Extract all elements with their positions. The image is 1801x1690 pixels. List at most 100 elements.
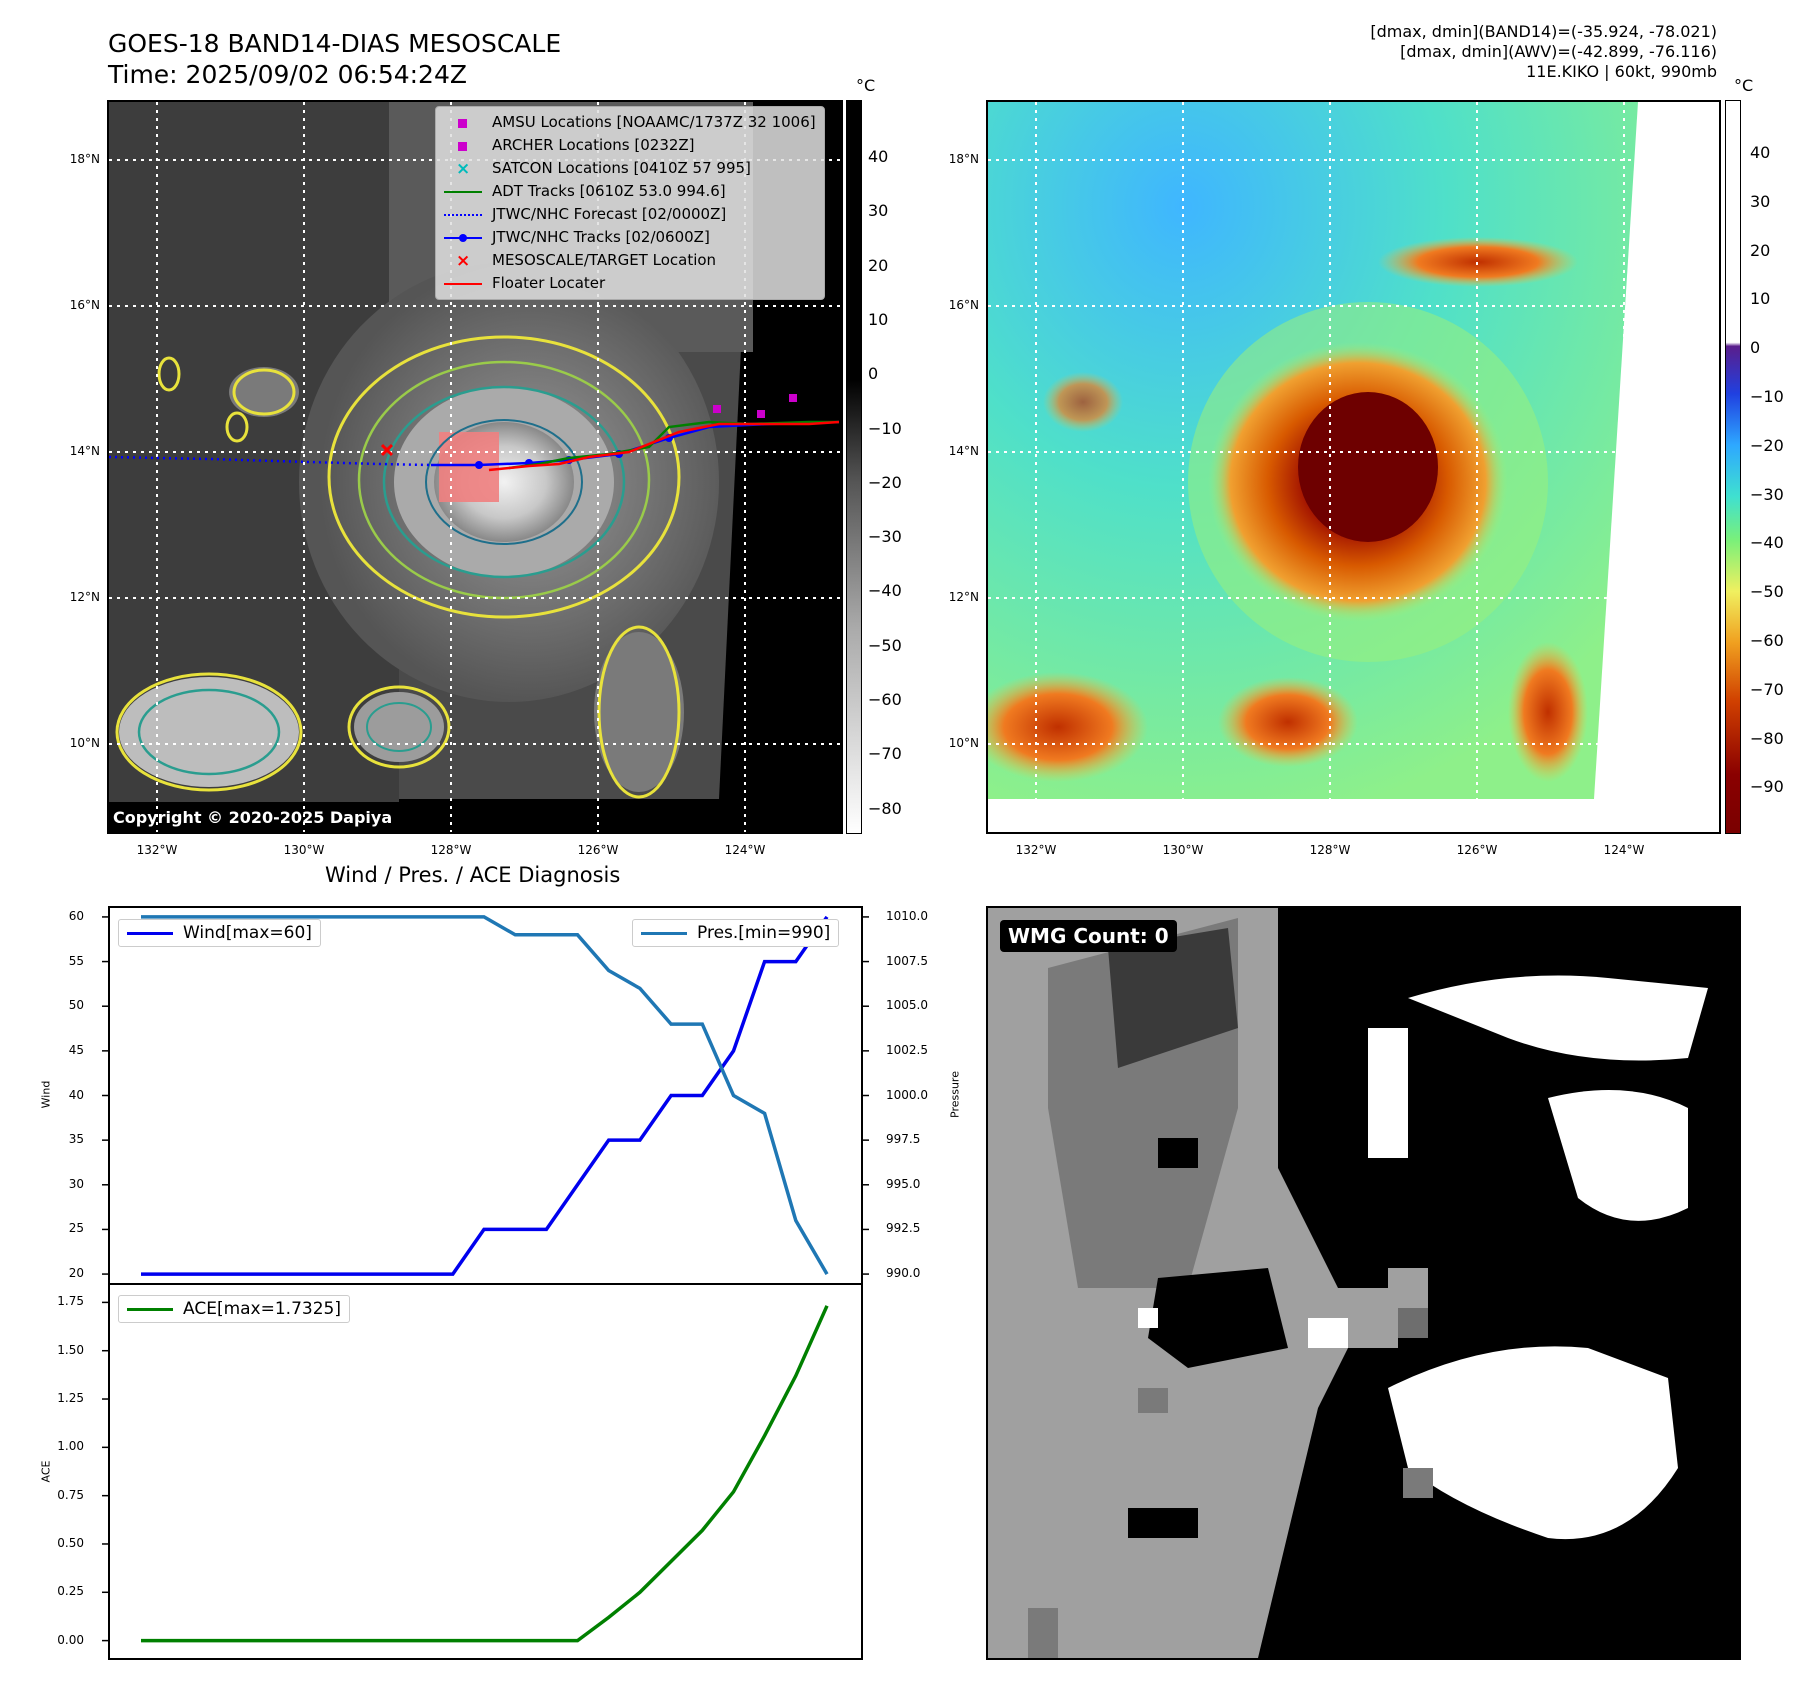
- colorbar-left: [846, 100, 862, 834]
- map-right-lon-tick: 124°W: [1603, 843, 1645, 857]
- wind-tick-label: 60: [68, 908, 84, 923]
- colorbar-left-tick: 30: [868, 201, 889, 221]
- pressure-series-line: [141, 915, 829, 1275]
- colorbar-left-tick: 20: [868, 255, 889, 275]
- legend-item-forecast: JTWC/NHC Forecast [02/0000Z]: [444, 203, 816, 226]
- map-left-lon-tick: 124°W: [724, 843, 766, 857]
- colorbar-right-tick: 40: [1750, 143, 1771, 162]
- ace-tick-label: 0.25: [57, 1584, 84, 1599]
- pressure-tick-label: 990.0: [886, 1266, 921, 1281]
- colorbar-unit-left: °C: [856, 76, 876, 95]
- colorbar-right-tick: −80: [1750, 728, 1784, 748]
- legend-item-satcon: × SATCON Locations [0410Z 57 995]: [444, 157, 816, 180]
- pressure-legend-line-icon: [641, 931, 687, 935]
- colorbar-left-tick: −30: [868, 527, 902, 547]
- map-right-lat-tick: 10°N: [948, 736, 979, 750]
- wind-legend: Wind[max=60]: [118, 919, 321, 947]
- colorbar-right-tick: 30: [1750, 191, 1771, 211]
- ace-tick-label: 0.50: [57, 1535, 84, 1550]
- wind-tick-label: 30: [68, 1176, 84, 1191]
- colorbar-right-tick: −60: [1750, 631, 1784, 650]
- info-dmax-band14: [dmax, dmin](BAND14)=(-35.924, -78.021): [1370, 22, 1717, 41]
- colorbar-right-tick: −50: [1750, 582, 1784, 602]
- diagnosis-title: Wind / Pres. / ACE Diagnosis: [325, 863, 621, 887]
- colorbar-right-tick: −10: [1750, 387, 1784, 406]
- pressure-tick-label: 1010.0: [886, 908, 928, 923]
- green-line-icon: [444, 185, 482, 199]
- pressure-tick-label: 1005.0: [886, 998, 928, 1013]
- wind-tick-label: 25: [68, 1221, 84, 1236]
- chart-time: Time: 2025/09/02 06:54:24Z: [108, 60, 467, 89]
- ace-legend-line-icon: [127, 1307, 173, 1311]
- colorbar-left-tick: 40: [868, 147, 889, 166]
- pressure-tick-label: 1007.5: [886, 953, 928, 968]
- map-left-lon-tick: 126°W: [577, 843, 619, 857]
- map-left-lat-tick: 10°N: [69, 736, 100, 750]
- colorbar-left-tick: −80: [868, 798, 902, 818]
- info-storm: 11E.KIKO | 60kt, 990mb: [1526, 62, 1717, 81]
- chart-title-line1: GOES-18 BAND14-DIAS MESOSCALE: [108, 29, 562, 58]
- colorbar-left-tick: −70: [868, 744, 902, 764]
- wind-series-line: [141, 915, 829, 1276]
- colorbar-right-tick: −30: [1750, 484, 1784, 504]
- colorbar-left-tick: −10: [868, 418, 902, 438]
- magenta-square-icon: [444, 116, 482, 130]
- chart-title: GOES-18 BAND14-DIAS MESOSCALE Time: 2025…: [108, 28, 561, 90]
- map-left-lat-tick: 12°N: [69, 590, 100, 604]
- colorbar-left-tick: 10: [868, 309, 889, 329]
- pressure-tick-label: 1002.5: [886, 1042, 928, 1057]
- colorbar-right-tick: −20: [1750, 435, 1784, 455]
- wind-tick-label: 55: [68, 953, 84, 968]
- map-right-lon-tick: 126°W: [1456, 843, 1498, 857]
- map-right-lat-tick: 14°N: [948, 444, 979, 458]
- colorbar-left-tick: 0: [868, 364, 879, 384]
- wind-tick-label: 20: [68, 1266, 84, 1281]
- colorbar-right-tick: −90: [1750, 777, 1784, 797]
- colorbar-left-tick: −40: [868, 581, 902, 601]
- map-right-lat-tick: 12°N: [948, 590, 979, 604]
- pressure-tick-label: 1000.0: [886, 1087, 928, 1102]
- red-x-icon: ×: [456, 250, 471, 271]
- copyright-text: Copyright © 2020-2025 Dapiya: [113, 808, 393, 827]
- ace-legend: ACE[max=1.7325]: [118, 1295, 350, 1323]
- ace-tick-label: 1.25: [57, 1391, 84, 1406]
- map-left-lon-tick: 128°W: [430, 843, 472, 857]
- map-left-lat-tick: 16°N: [69, 298, 100, 312]
- colorbar-right-tick: 0: [1750, 338, 1761, 358]
- wind-legend-line-icon: [127, 931, 173, 935]
- ace-tick-label: 1.50: [57, 1342, 84, 1357]
- ace-tick-label: 1.75: [57, 1294, 84, 1309]
- map-right-lon-tick: 130°W: [1162, 843, 1204, 857]
- wmg-count-badge: WMG Count: 0: [1000, 920, 1177, 952]
- map-right-lat-tick: 16°N: [948, 298, 979, 312]
- legend-item-tracks: JTWC/NHC Tracks [02/0600Z]: [444, 226, 816, 249]
- diagnostic-info: [dmax, dmin](BAND14)=(-35.924, -78.021) …: [1370, 22, 1717, 82]
- ir-color-map: [986, 100, 1721, 834]
- legend-item-floater: Floater Locater: [444, 272, 816, 295]
- cyan-x-icon: ×: [456, 158, 471, 179]
- wind-tick-label: 50: [68, 998, 84, 1013]
- legend-item-target: × MESOSCALE/TARGET Location: [444, 249, 816, 272]
- wmg-panel: WMG Count: 0: [986, 906, 1741, 1660]
- colorbar-left-tick: −20: [868, 472, 902, 492]
- colorbar-left-tick: −50: [868, 635, 902, 655]
- colorbar-unit-right: °C: [1734, 76, 1754, 95]
- legend-item-archer: ARCHER Locations [0232Z]: [444, 134, 816, 157]
- wind-tick-label: 40: [68, 1087, 84, 1102]
- colorbar-right: [1725, 100, 1741, 834]
- map-left-lat-tick: 14°N: [69, 444, 100, 458]
- wind-tick-label: 35: [68, 1132, 84, 1147]
- pressure-tick-label: 997.5: [886, 1132, 921, 1147]
- map-right-lon-tick: 128°W: [1309, 843, 1351, 857]
- red-line-icon: [444, 277, 482, 291]
- map-left-lon-tick: 130°W: [283, 843, 325, 857]
- legend-item-adt: ADT Tracks [0610Z 53.0 994.6]: [444, 180, 816, 203]
- legend-item-amsu: AMSU Locations [NOAAMC/1737Z 32 1006]: [444, 111, 816, 134]
- map-right-lon-tick: 132°W: [1015, 843, 1057, 857]
- ace-panel: [108, 1283, 863, 1660]
- info-dmax-awv: [dmax, dmin](AWV)=(-42.899, -76.116): [1400, 42, 1717, 61]
- ace-tick-label: 0.75: [57, 1487, 84, 1502]
- wind-tick-label: 45: [68, 1042, 84, 1057]
- colorbar-right-tick: −70: [1750, 679, 1784, 699]
